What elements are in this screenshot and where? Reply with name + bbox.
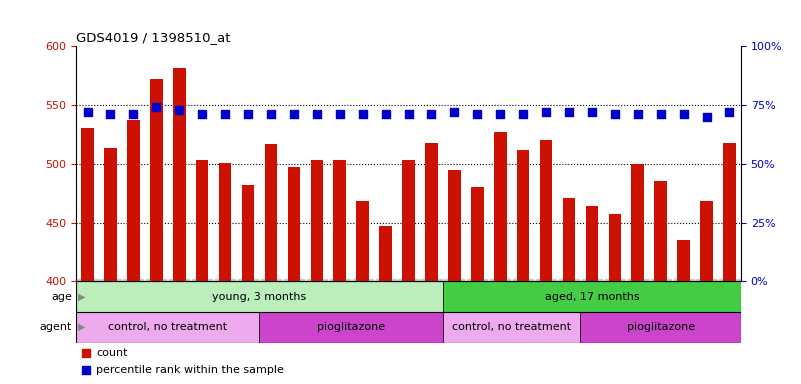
Bar xyxy=(76,312,260,343)
Bar xyxy=(380,226,392,281)
Point xyxy=(195,111,208,118)
Bar xyxy=(723,142,736,281)
Bar xyxy=(678,240,690,281)
Text: age: age xyxy=(51,291,72,302)
Point xyxy=(379,111,392,118)
Point xyxy=(356,111,369,118)
Point xyxy=(311,111,324,118)
Point xyxy=(104,111,117,118)
Text: control, no treatment: control, no treatment xyxy=(452,322,571,332)
Point xyxy=(631,111,644,118)
Bar xyxy=(288,167,300,281)
Text: control, no treatment: control, no treatment xyxy=(108,322,227,332)
Point xyxy=(471,111,484,118)
Text: aged, 17 months: aged, 17 months xyxy=(545,291,639,302)
Point xyxy=(723,109,736,115)
Text: pioglitazone: pioglitazone xyxy=(626,322,694,332)
Text: ▶: ▶ xyxy=(78,291,85,302)
Bar xyxy=(356,201,369,281)
Bar xyxy=(242,185,255,281)
Bar xyxy=(609,214,621,281)
Bar xyxy=(402,160,415,281)
Bar xyxy=(471,187,484,281)
Bar xyxy=(494,132,506,281)
Point xyxy=(609,111,622,118)
Text: pioglitazone: pioglitazone xyxy=(317,322,385,332)
Text: percentile rank within the sample: percentile rank within the sample xyxy=(96,365,284,375)
Bar xyxy=(260,312,443,343)
Bar xyxy=(196,160,208,281)
Point xyxy=(79,350,92,356)
Bar xyxy=(586,206,598,281)
Point xyxy=(173,106,186,113)
Point xyxy=(333,111,346,118)
Bar xyxy=(581,312,741,343)
Bar xyxy=(173,68,186,281)
Bar xyxy=(540,140,553,281)
Bar xyxy=(127,120,139,281)
Point xyxy=(242,111,255,118)
Bar xyxy=(219,162,231,281)
Text: young, 3 months: young, 3 months xyxy=(212,291,307,302)
Point xyxy=(540,109,553,115)
Text: GDS4019 / 1398510_at: GDS4019 / 1398510_at xyxy=(76,31,231,44)
Point xyxy=(586,109,598,115)
Point xyxy=(127,111,140,118)
Point xyxy=(402,111,415,118)
Bar xyxy=(311,160,323,281)
Bar xyxy=(448,170,461,281)
Text: agent: agent xyxy=(40,322,72,332)
Bar xyxy=(562,198,575,281)
Point xyxy=(79,367,92,373)
Bar xyxy=(333,160,346,281)
Point xyxy=(517,111,529,118)
Bar xyxy=(443,312,581,343)
Bar xyxy=(76,281,443,312)
Bar xyxy=(654,181,667,281)
Bar xyxy=(443,281,741,312)
Bar xyxy=(81,128,94,281)
Point xyxy=(448,109,461,115)
Bar xyxy=(631,164,644,281)
Bar xyxy=(517,150,529,281)
Point xyxy=(425,111,438,118)
Point xyxy=(81,109,94,115)
Bar xyxy=(264,144,277,281)
Point xyxy=(493,111,506,118)
Point xyxy=(700,114,713,120)
Point xyxy=(264,111,277,118)
Text: ▶: ▶ xyxy=(78,322,85,332)
Bar xyxy=(104,149,117,281)
Point xyxy=(288,111,300,118)
Point xyxy=(677,111,690,118)
Point xyxy=(562,109,575,115)
Point xyxy=(654,111,667,118)
Text: count: count xyxy=(96,348,127,358)
Bar xyxy=(150,79,163,281)
Point xyxy=(219,111,231,118)
Bar xyxy=(700,201,713,281)
Bar xyxy=(425,142,437,281)
Point xyxy=(150,104,163,110)
